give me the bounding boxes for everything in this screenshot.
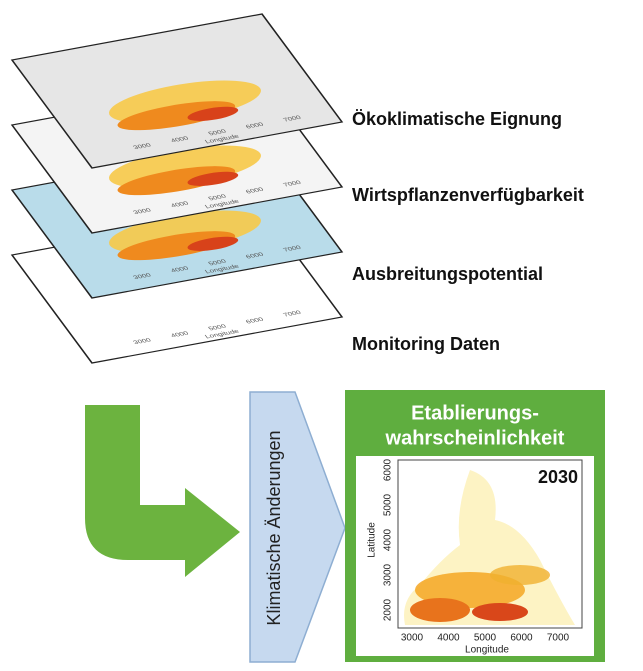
layer-axis-label: Longitude bbox=[204, 134, 241, 145]
map-area bbox=[490, 565, 550, 585]
change-label: Klimatische Änderungen bbox=[264, 430, 284, 625]
layer-tick-label: 6000 bbox=[245, 122, 266, 130]
change-chevron bbox=[249, 391, 346, 663]
x-tick-label: 5000 bbox=[474, 633, 497, 644]
layer-tick-label: 3000 bbox=[132, 273, 153, 281]
layer-tick-label: 4000 bbox=[170, 266, 191, 274]
map-area bbox=[410, 598, 470, 622]
layer-tick-label: 6000 bbox=[245, 317, 266, 325]
y-tick-label: 4000 bbox=[383, 528, 394, 551]
x-tick-label: 4000 bbox=[437, 633, 460, 644]
result-year: 2030 bbox=[538, 467, 578, 487]
map-area bbox=[187, 171, 239, 186]
layer-tick-label: 7000 bbox=[282, 115, 303, 123]
layer-tick-label: 5000 bbox=[207, 194, 228, 202]
layer-tick-label: 7000 bbox=[282, 310, 303, 318]
layer-axis-label: Longitude bbox=[204, 264, 241, 275]
result-title: wahrscheinlichkeit bbox=[385, 427, 565, 449]
x-tick-label: 7000 bbox=[547, 633, 570, 644]
layer-tick-label: 4000 bbox=[170, 136, 191, 144]
x-tick-label: 6000 bbox=[510, 633, 533, 644]
map-area bbox=[117, 101, 236, 131]
layer-tick-label: 4000 bbox=[170, 201, 191, 209]
layer-label: Monitoring Daten bbox=[352, 334, 500, 354]
layer-tick-label: 5000 bbox=[207, 324, 228, 332]
layer-tick-label: 7000 bbox=[282, 180, 303, 188]
layer-tick-label: 5000 bbox=[207, 129, 228, 137]
result-map bbox=[404, 470, 575, 625]
green-arrow bbox=[85, 405, 240, 577]
map-layer: 3000 4000 5000 6000 7000 Longitude bbox=[10, 13, 344, 169]
y-tick-label: 5000 bbox=[383, 493, 394, 516]
layer-stack: 3000 4000 5000 6000 7000 Longitude Monitoring … bbox=[10, 13, 584, 364]
y-tick-label: 6000 bbox=[383, 458, 394, 481]
layer-tick-label: 3000 bbox=[132, 338, 153, 346]
y-tick-label: 2000 bbox=[383, 598, 394, 621]
map-area bbox=[187, 236, 239, 251]
layer-tick-label: 3000 bbox=[132, 208, 153, 216]
map-area bbox=[117, 166, 236, 196]
y-axis-label: Latitude bbox=[367, 522, 378, 558]
result-title: Etablierungs- bbox=[411, 402, 539, 424]
layer-axis-label: Longitude bbox=[204, 329, 241, 340]
result-labels: Etablierungs-wahrscheinlichkeit 2030 3000 4… bbox=[367, 402, 578, 655]
map-area bbox=[117, 231, 236, 261]
map-area bbox=[187, 106, 239, 121]
layer-tick-label: 4000 bbox=[170, 331, 191, 339]
map-area bbox=[472, 603, 528, 621]
layer-tick-label: 6000 bbox=[245, 252, 266, 260]
layer-tick-label: 6000 bbox=[245, 187, 266, 195]
result-axes bbox=[397, 459, 583, 629]
y-tick-label: 3000 bbox=[383, 563, 394, 586]
x-axis-label: Longitude bbox=[465, 645, 509, 656]
x-tick-label: 3000 bbox=[401, 633, 424, 644]
layer-label: Ökoklimatische Eignung bbox=[352, 109, 562, 129]
layer-label: Wirtspflanzenverfügbarkeit bbox=[352, 185, 584, 205]
layer-tick-label: 3000 bbox=[132, 143, 153, 151]
layer-tick-label: 5000 bbox=[207, 259, 228, 267]
layer-label: Ausbreitungspotential bbox=[352, 264, 543, 284]
layer-axis-label: Longitude bbox=[204, 199, 241, 210]
layer-tick-label: 7000 bbox=[282, 245, 303, 253]
